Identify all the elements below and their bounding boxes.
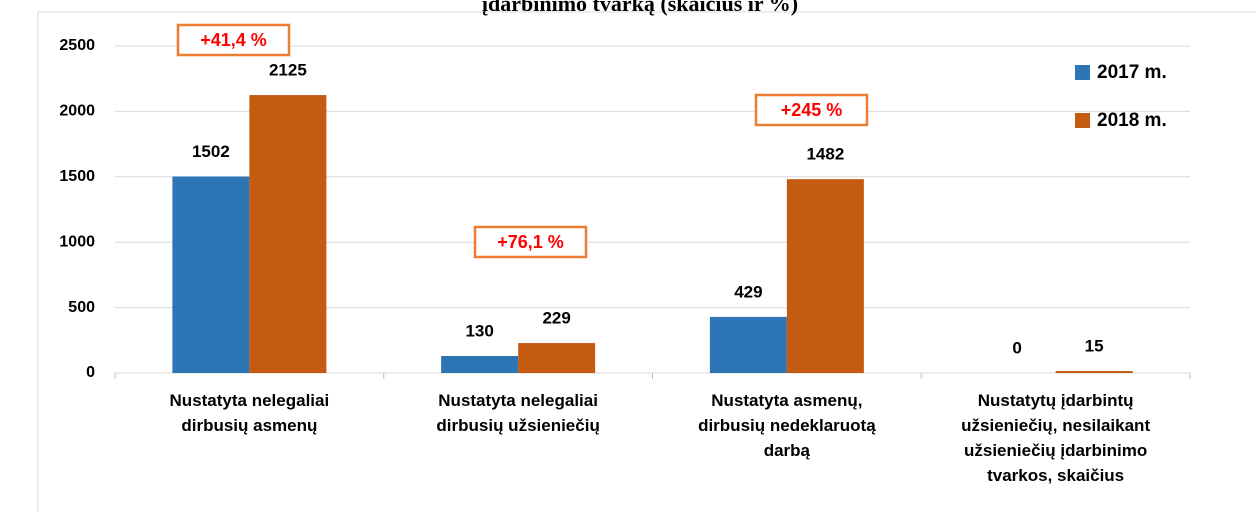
x-tick-label: Nustatyta nelegaliai dirbusių asmenų xyxy=(169,391,330,435)
annotation-box xyxy=(176,23,291,57)
legend-swatch xyxy=(1075,65,1090,80)
y-tick-label: 1500 xyxy=(59,168,95,185)
bar xyxy=(518,343,596,373)
x-tick-label: Nustatyta asmenų, dirbusių nedeklaruotą … xyxy=(698,391,876,460)
value-label: 2125 xyxy=(269,61,307,80)
bar xyxy=(786,179,864,373)
value-label: 0 xyxy=(1012,338,1021,357)
x-tick-label: Nustatyta nelegaliai dirbusių užsienieči… xyxy=(436,391,600,435)
legend-label: 2017 m. xyxy=(1097,62,1167,83)
y-tick-label: 1000 xyxy=(59,233,95,250)
bar xyxy=(172,176,250,373)
value-label: 130 xyxy=(465,321,493,340)
annotation: +245 % xyxy=(781,100,843,120)
annotation: +41,4 % xyxy=(200,30,267,50)
y-tick-label: 500 xyxy=(68,299,95,316)
bar xyxy=(1055,371,1133,373)
x-tick-label: Nustatytų įdarbintų užsieniečių, nesilai… xyxy=(961,391,1151,485)
annotation: +76,1 % xyxy=(497,232,564,252)
annotation-box xyxy=(473,225,588,259)
y-tick-label: 0 xyxy=(86,364,95,381)
value-label: 229 xyxy=(542,309,570,328)
legend-label: 2018 m. xyxy=(1097,110,1167,131)
value-label: 429 xyxy=(734,282,762,301)
chart-title: įdarbinimo tvarką (skaičius ir %) xyxy=(482,0,798,16)
bar xyxy=(441,355,519,373)
value-label: 1502 xyxy=(192,142,230,161)
y-tick-label: 2500 xyxy=(59,37,95,54)
bar xyxy=(249,95,327,374)
value-label: 1482 xyxy=(806,145,844,164)
chart-frame xyxy=(37,11,1256,512)
value-label: 15 xyxy=(1085,337,1104,356)
annotation-box xyxy=(754,93,869,127)
legend-swatch xyxy=(1075,113,1090,128)
y-tick-label: 2000 xyxy=(59,103,95,120)
bar xyxy=(709,316,787,373)
